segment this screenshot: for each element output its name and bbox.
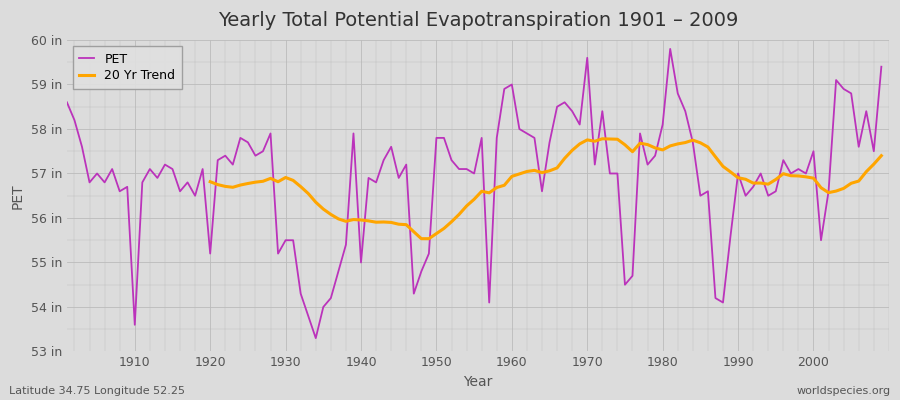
20 Yr Trend [205,179,216,184]
PET [310,336,321,340]
Text: worldspecies.org: worldspecies.org [796,386,891,396]
20 Yr Trend [597,136,608,141]
PET [514,126,525,131]
Line: PET: PET [67,49,881,338]
20 Yr Trend [295,184,306,189]
PET [340,242,351,247]
20 Yr Trend [778,171,788,176]
20 Yr Trend [416,236,427,241]
20 Yr Trend [861,169,872,174]
PET [61,100,72,105]
Line: 20 Yr Trend: 20 Yr Trend [211,139,881,239]
PET [605,171,616,176]
PET [507,82,517,87]
PET [876,64,886,69]
20 Yr Trend [688,138,698,142]
20 Yr Trend [876,153,886,158]
20 Yr Trend [409,229,419,234]
Title: Yearly Total Potential Evapotranspiration 1901 – 2009: Yearly Total Potential Evapotranspiratio… [218,11,738,30]
X-axis label: Year: Year [464,375,492,389]
Legend: PET, 20 Yr Trend: PET, 20 Yr Trend [73,46,182,88]
Y-axis label: PET: PET [11,183,25,208]
Text: Latitude 34.75 Longitude 52.25: Latitude 34.75 Longitude 52.25 [9,386,185,396]
PET [122,184,132,189]
20 Yr Trend [793,174,804,178]
PET [665,46,676,51]
PET [288,238,299,243]
